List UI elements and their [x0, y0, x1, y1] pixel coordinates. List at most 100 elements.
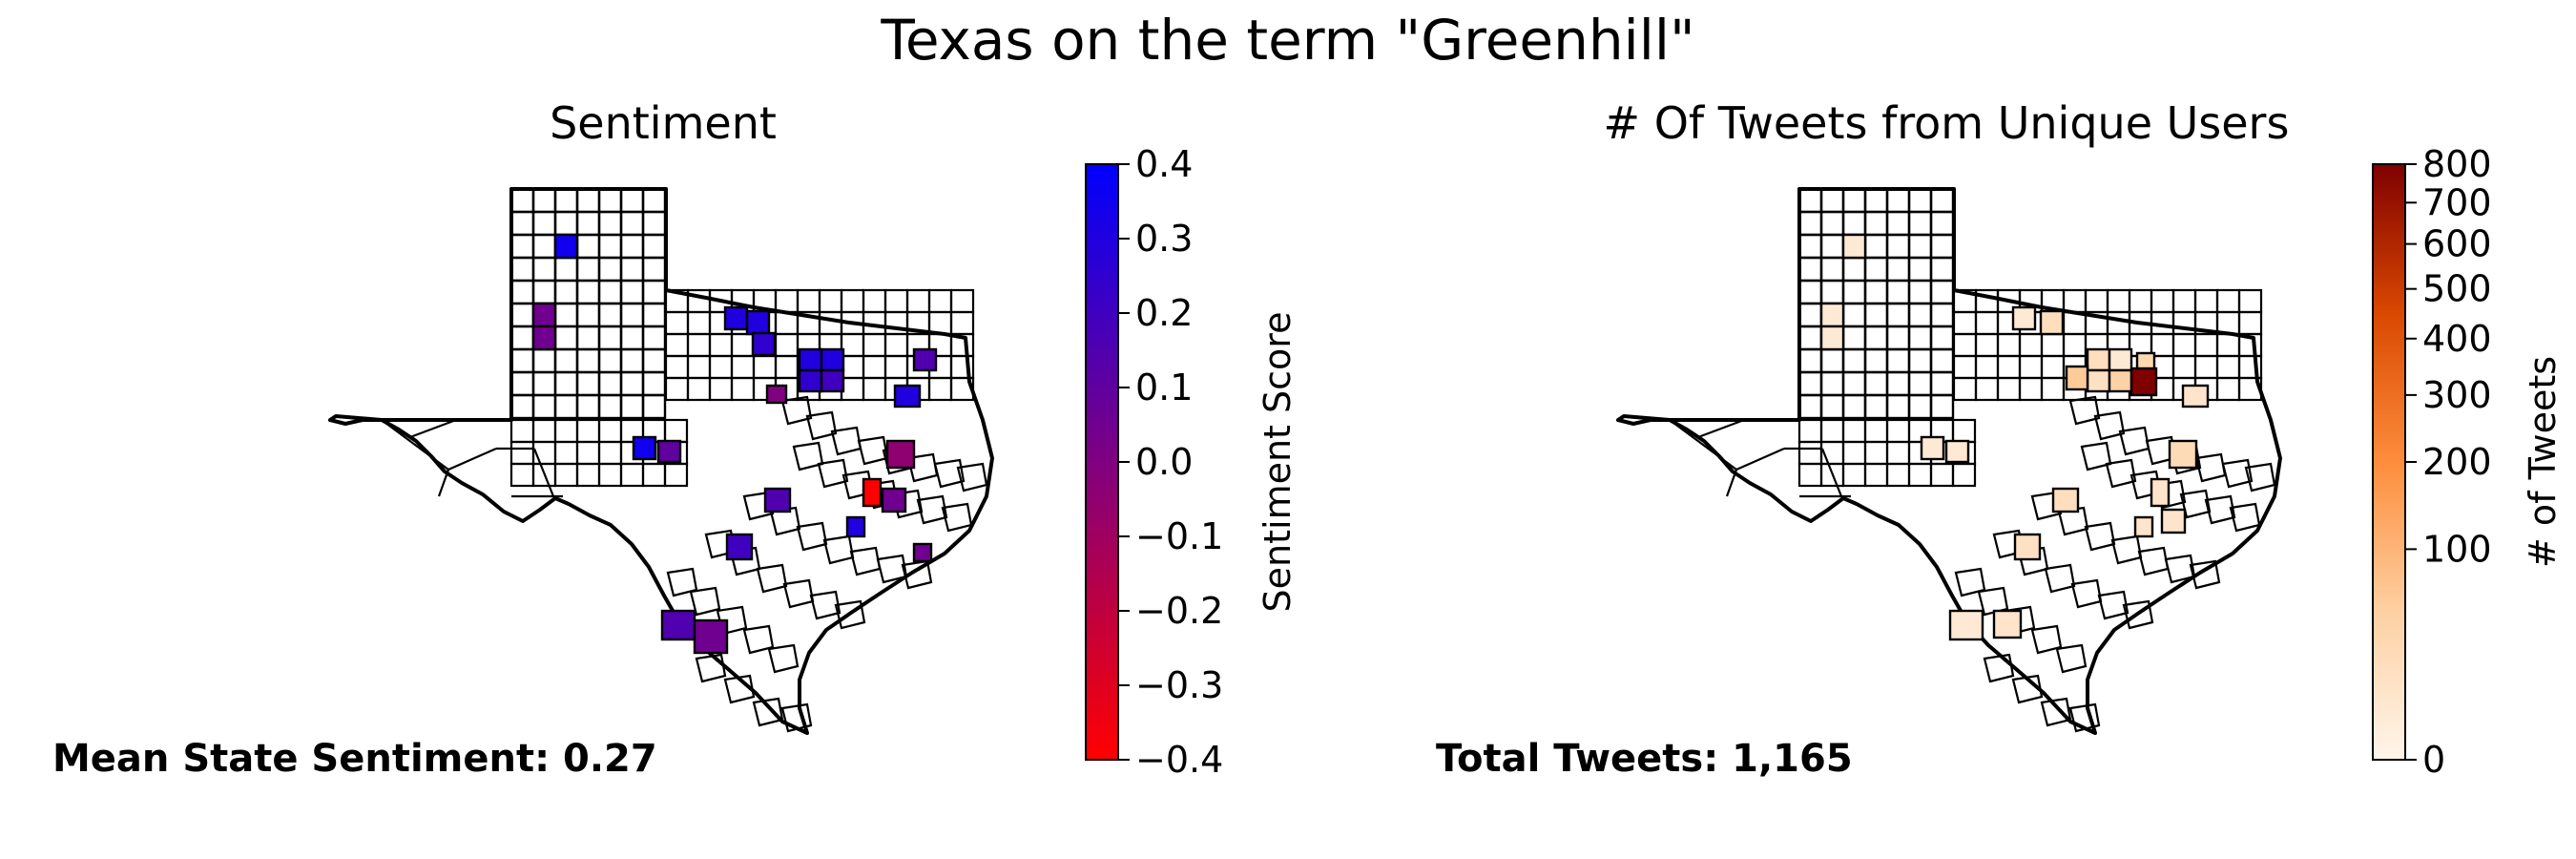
- county-border: [1725, 469, 1738, 497]
- county: [949, 376, 975, 402]
- county: [663, 462, 689, 488]
- highlighted-county: [2108, 368, 2133, 393]
- county: [805, 410, 838, 441]
- highlighted-county: [656, 439, 682, 464]
- highlighted-county: [845, 515, 866, 538]
- highlighted-county: [1948, 609, 1984, 641]
- sentiment-colorbar-ticks: 0.4 0.3 0.2 0.1 0.0 −0.1 −0.2 −0.3 −0.4: [1118, 143, 1223, 781]
- county-border: [447, 447, 497, 471]
- colorbar-tick-label: 700: [2422, 181, 2492, 223]
- county: [2044, 563, 2076, 594]
- total-tweets-annotation: Total Tweets: 1,165: [1436, 737, 1853, 781]
- county-border: [409, 418, 457, 439]
- county: [1983, 653, 2015, 683]
- colorbar-tick-label: 0.2: [1135, 292, 1193, 334]
- highlighted-county: [531, 325, 557, 351]
- highlighted-county: [2168, 439, 2198, 470]
- county: [2244, 462, 2276, 492]
- highlighted-county: [2086, 368, 2111, 393]
- county: [2097, 590, 2129, 620]
- sentiment-panel: Sentiment Mean State Sentiment: 0.27 0.4…: [52, 97, 1298, 781]
- county: [1977, 586, 2009, 617]
- county: [883, 288, 909, 314]
- highlighted-county: [2086, 347, 2111, 372]
- county: [905, 288, 931, 314]
- colorbar-tick-label: −0.3: [1135, 664, 1223, 706]
- county: [2171, 288, 2197, 314]
- highlighted-county: [2065, 365, 2089, 391]
- highlighted-county: [2051, 487, 2080, 513]
- county: [752, 697, 784, 727]
- colorbar-tick-label: 300: [2422, 374, 2492, 416]
- colorbar-tick-label: 0.3: [1135, 218, 1193, 260]
- highlighted-county: [632, 435, 657, 461]
- sentiment-colorbar-label: Sentiment Score: [1257, 312, 1298, 613]
- county: [956, 462, 988, 492]
- county: [2084, 288, 2109, 314]
- figure-title: Texas on the term "Greenhill": [880, 8, 1694, 73]
- county: [2150, 288, 2175, 314]
- county: [927, 288, 953, 314]
- county: [949, 288, 975, 314]
- county: [818, 288, 843, 314]
- highlighted-county: [2108, 347, 2133, 372]
- colorbar-tick-label: 0.1: [1135, 367, 1193, 409]
- colorbar-tick-label: −0.4: [1135, 739, 1223, 781]
- county: [2030, 624, 2063, 655]
- county: [2237, 288, 2263, 314]
- sentiment-colorbar: [1085, 163, 1119, 761]
- county: [2215, 288, 2241, 314]
- highlighted-county: [798, 368, 823, 393]
- highlighted-county: [2129, 367, 2158, 397]
- highlighted-county: [531, 302, 557, 328]
- highlighted-county: [820, 347, 845, 372]
- county: [774, 288, 800, 314]
- highlighted-county: [1944, 439, 1970, 464]
- county: [641, 393, 667, 420]
- county: [689, 586, 721, 617]
- county: [2030, 491, 2063, 521]
- highlighted-county: [725, 533, 754, 561]
- colorbar-tick-label: 0.4: [1135, 143, 1193, 185]
- county: [2055, 643, 2088, 674]
- highlighted-county: [2150, 477, 2171, 508]
- colorbar-tick-label: 200: [2422, 441, 2492, 483]
- county: [2122, 599, 2154, 630]
- county: [2040, 697, 2072, 727]
- county: [742, 491, 775, 521]
- county: [2221, 458, 2254, 489]
- highlighted-county: [723, 305, 749, 331]
- mean-sentiment-annotation: Mean State Sentiment: 0.27: [52, 737, 657, 781]
- highlighted-county: [2013, 533, 2042, 561]
- county: [862, 288, 887, 314]
- county: [2189, 559, 2221, 590]
- sentiment-map: [328, 187, 994, 735]
- highlighted-county: [553, 233, 579, 260]
- county: [817, 458, 849, 489]
- highlighted-county: [2160, 508, 2187, 534]
- tweets-colorbar-label: # of Tweets: [2522, 356, 2564, 568]
- highlighted-county: [745, 309, 771, 336]
- county-border: [1669, 419, 1737, 471]
- county: [780, 395, 813, 426]
- county-border: [437, 469, 450, 497]
- colorbar-tick-label: 800: [2422, 143, 2492, 185]
- county: [949, 310, 975, 336]
- county: [2204, 494, 2236, 525]
- county: [2229, 502, 2261, 533]
- county: [2093, 410, 2126, 441]
- county: [901, 559, 933, 590]
- county: [834, 599, 866, 630]
- county: [2237, 376, 2263, 402]
- highlighted-county: [1819, 325, 1845, 351]
- colorbar-tick-label: −0.1: [1135, 515, 1223, 557]
- highlighted-county: [693, 618, 729, 655]
- highlighted-county: [2133, 515, 2154, 538]
- tweets-colorbar: [2372, 163, 2406, 761]
- county: [780, 702, 813, 733]
- highlighted-county: [881, 487, 907, 513]
- highlighted-county: [862, 477, 883, 508]
- highlighted-county: [798, 347, 823, 372]
